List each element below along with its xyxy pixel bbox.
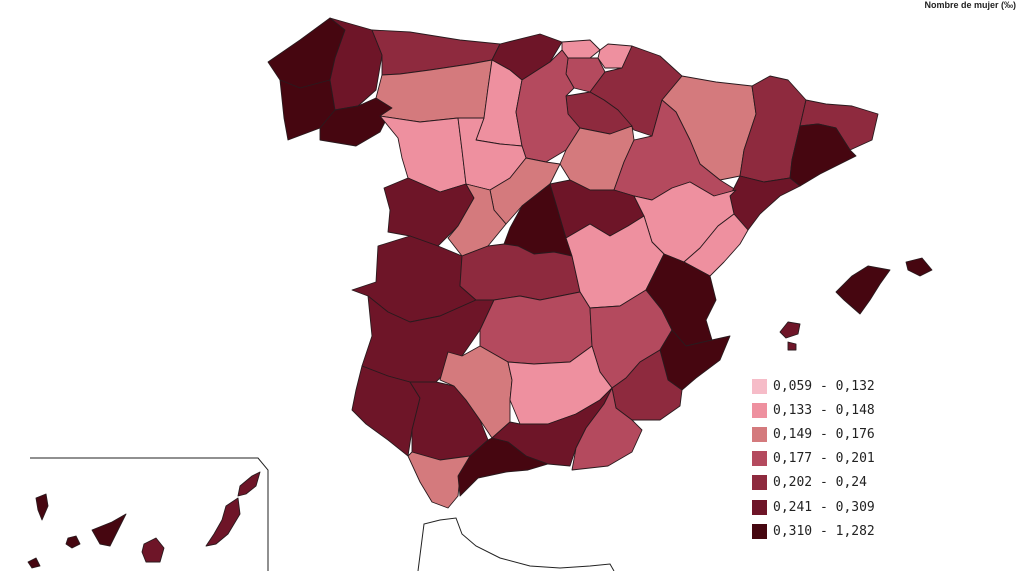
region-ibiza[interactable]: [779, 321, 801, 339]
region-lanzarote[interactable]: [237, 471, 261, 497]
region-ourense[interactable]: [319, 97, 393, 147]
legend-label: 0,149 - 0,176: [773, 426, 875, 442]
region-el-hierro[interactable]: [27, 557, 41, 569]
legend-label: 0,310 - 1,282: [773, 523, 875, 539]
legend-item: 0,202 - 0,24: [752, 471, 875, 495]
legend-item: 0,177 - 0,201: [752, 447, 875, 471]
region-castellon[interactable]: [683, 213, 749, 277]
region-mallorca[interactable]: [835, 265, 891, 315]
region-zamora[interactable]: [379, 115, 467, 193]
legend-swatch: [752, 426, 767, 442]
africa-coastline: [417, 517, 615, 571]
legend-label: 0,059 - 0,132: [773, 378, 875, 394]
legend-label: 0,133 - 0,148: [773, 402, 875, 418]
legend-item: 0,310 - 1,282: [752, 519, 875, 543]
legend: 0,059 - 0,132 0,133 - 0,148 0,149 - 0,176 0…: [752, 374, 875, 543]
region-la-gomera[interactable]: [65, 535, 81, 549]
region-barcelona[interactable]: [789, 123, 857, 187]
legend-swatch: [752, 499, 767, 515]
legend-label: 0,241 - 0,309: [773, 499, 875, 515]
region-valencia[interactable]: [645, 253, 717, 347]
region-murcia[interactable]: [611, 349, 683, 421]
region-ciudad-real[interactable]: [479, 291, 593, 365]
legend-item: 0,133 - 0,148: [752, 398, 875, 422]
legend-label: 0,202 - 0,24: [773, 475, 867, 491]
region-la-palma[interactable]: [35, 493, 49, 521]
region-malaga[interactable]: [457, 437, 549, 497]
region-formentera[interactable]: [787, 341, 797, 351]
map-title: Nombre de mujer (‰): [924, 0, 1016, 10]
legend-item: 0,149 - 0,176: [752, 422, 875, 446]
legend-swatch: [752, 378, 767, 394]
legend-swatch: [752, 523, 767, 539]
canary-inset-frame: [30, 457, 269, 571]
legend-item: 0,059 - 0,132: [752, 374, 875, 398]
region-almeria[interactable]: [571, 387, 643, 471]
legend-swatch: [752, 475, 767, 491]
legend-swatch: [752, 402, 767, 418]
legend-swatch: [752, 451, 767, 467]
legend-item: 0,241 - 0,309: [752, 495, 875, 519]
region-menorca[interactable]: [905, 257, 933, 277]
region-fuerteventura[interactable]: [205, 497, 241, 547]
region-tenerife[interactable]: [91, 513, 127, 547]
legend-label: 0,177 - 0,201: [773, 451, 875, 467]
region-gran-canaria[interactable]: [141, 537, 165, 563]
